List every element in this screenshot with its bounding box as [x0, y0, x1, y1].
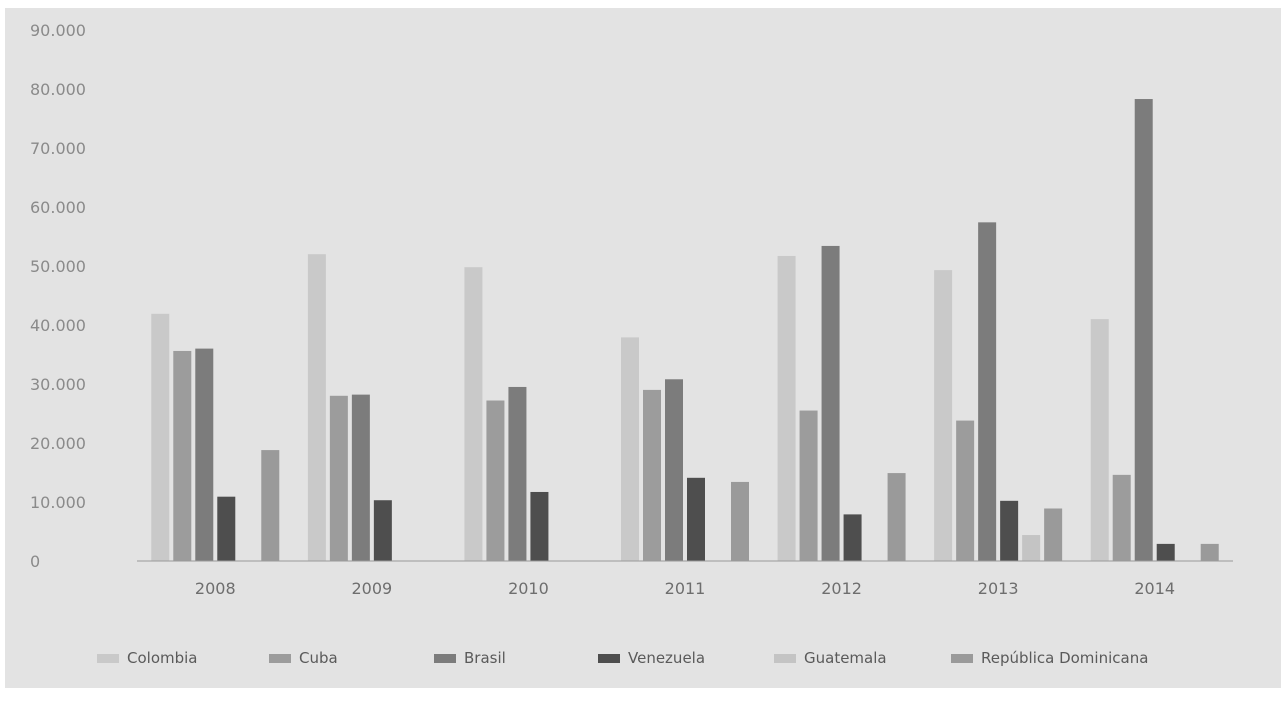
y-tick-label: 70.000	[30, 139, 86, 158]
y-tick-label: 0	[30, 552, 40, 571]
legend-entry-label: Brasil	[464, 649, 506, 667]
bar-venezuela-2011	[687, 477, 705, 561]
bar-cuba-2012	[799, 410, 818, 561]
y-tick-label: 50.000	[30, 257, 86, 276]
x-tick-label: 2010	[508, 579, 549, 598]
bar-chart: 0 10.000 20.000 30.000 40.000 50.000 60.000 70.…	[30, 21, 1233, 667]
bar-brasil-2009	[351, 394, 370, 561]
legend-swatch	[774, 654, 796, 663]
legend-swatch	[951, 654, 973, 663]
bar-brasil-2014	[1134, 99, 1153, 561]
x-tick-label: 2012	[821, 579, 862, 598]
bar-cuba-2014	[1112, 474, 1131, 561]
bar-colombia-2008	[151, 313, 170, 561]
bar-colombia-2012	[777, 255, 796, 561]
bar-colombia-2014	[1090, 319, 1109, 561]
legend-entry-label: Venezuela	[628, 649, 705, 667]
y-tick-label: 10.000	[30, 493, 86, 512]
bar-venezuela-2010	[530, 491, 549, 561]
legend-swatch	[434, 654, 456, 663]
legend-swatch	[97, 654, 119, 663]
y-tick-label: 60.000	[30, 198, 86, 217]
legend: Colombia Cuba Brasil Venezuela Guatemala Repú…	[97, 649, 1148, 667]
bar-brasil-2008	[195, 348, 214, 561]
legend-entry-label: Colombia	[127, 649, 198, 667]
x-tick-label: 2013	[978, 579, 1019, 598]
bar-cuba-2008	[173, 350, 192, 561]
bar-colombia-2013	[934, 270, 953, 561]
bar-colombia-2011	[621, 337, 639, 561]
bar-rep-blica-dominicana-2008	[261, 450, 280, 561]
bar-venezuela-2008	[217, 496, 236, 561]
bar-brasil-2011	[665, 379, 683, 561]
y-tick-label: 90.000	[30, 21, 86, 40]
bar-guatemala-2013	[1022, 535, 1041, 561]
legend-swatch	[269, 654, 291, 663]
y-tick-label: 40.000	[30, 316, 86, 335]
bar-cuba-2009	[329, 395, 348, 561]
bar-cuba-2013	[956, 420, 975, 561]
bar-colombia-2009	[307, 254, 326, 561]
bar-brasil-2012	[821, 245, 840, 561]
bar-venezuela-2013	[1000, 500, 1019, 561]
bar-brasil-2013	[978, 222, 997, 561]
legend-entry-label: Cuba	[299, 649, 338, 667]
x-tick-label: 2009	[351, 579, 392, 598]
bar-brasil-2010	[508, 386, 527, 561]
bar-cuba-2011	[643, 389, 661, 561]
bars	[151, 99, 1219, 561]
x-tick-label: 2011	[665, 579, 706, 598]
bar-rep-blica-dominicana-2014	[1200, 543, 1219, 561]
chart-panel: 0 10.000 20.000 30.000 40.000 50.000 60.000 70.…	[5, 8, 1281, 688]
y-axis-ticks: 0 10.000 20.000 30.000 40.000 50.000 60.000 70.…	[30, 21, 86, 571]
bar-cuba-2010	[486, 400, 505, 561]
bar-colombia-2010	[464, 267, 483, 561]
y-tick-label: 80.000	[30, 80, 86, 99]
x-tick-label: 2008	[195, 579, 236, 598]
bar-rep-blica-dominicana-2013	[1044, 508, 1063, 561]
y-tick-label: 20.000	[30, 434, 86, 453]
bar-rep-blica-dominicana-2011	[731, 481, 749, 561]
bar-rep-blica-dominicana-2012	[887, 473, 906, 561]
legend-entry-label: República Dominicana	[981, 649, 1148, 667]
x-axis-labels: 2008 2009 2010 2011 2012 2013 2014	[195, 579, 1175, 598]
x-tick-label: 2014	[1134, 579, 1175, 598]
bar-venezuela-2009	[373, 500, 392, 561]
legend-entry-label: Guatemala	[804, 649, 887, 667]
legend-swatch	[598, 654, 620, 663]
bar-venezuela-2014	[1156, 543, 1175, 561]
bar-venezuela-2012	[843, 514, 862, 561]
y-tick-label: 30.000	[30, 375, 86, 394]
